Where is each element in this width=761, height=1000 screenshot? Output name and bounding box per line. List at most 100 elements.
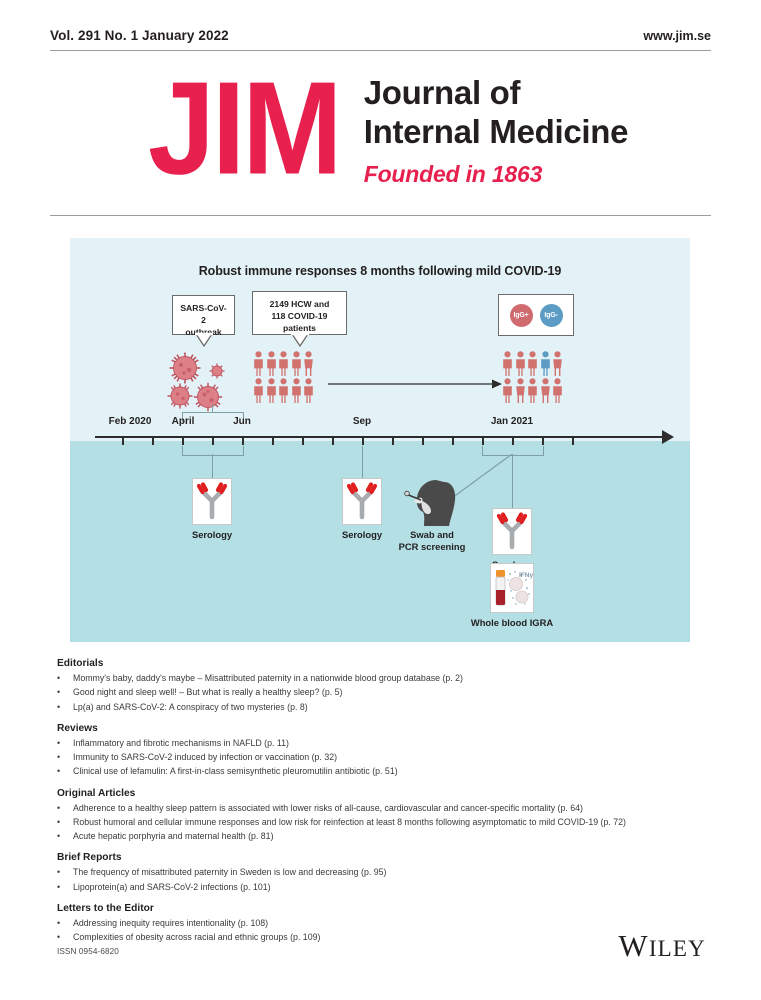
people-group-followup — [502, 351, 563, 403]
toc-item-text: Robust humoral and cellular immune respo… — [73, 816, 626, 827]
igg-negative-badge: IgG- — [539, 303, 563, 327]
person-icon — [528, 351, 537, 376]
figure-lower-band — [70, 441, 690, 642]
toc-item[interactable]: • Mommy's baby, daddy's maybe – Misattri… — [57, 671, 717, 685]
toc-item[interactable]: • Addressing inequity requires intention… — [57, 916, 717, 930]
person-icon — [503, 378, 512, 403]
callout-outbreak-line1: SARS-CoV-2 — [180, 303, 227, 326]
bullet-icon: • — [57, 831, 61, 841]
bullet-icon: • — [57, 932, 61, 942]
toc-item[interactable]: • Adherence to a healthy sleep pattern i… — [57, 801, 717, 815]
people-group-baseline — [253, 351, 314, 403]
axis-tick — [332, 438, 334, 445]
journal-tagline: Founded in 1863 — [363, 160, 543, 187]
toc-item-text: Lipoprotein(a) and SARS-CoV-2 infections… — [73, 881, 271, 892]
toc-item-text: The frequency of misattributed paternity… — [73, 867, 387, 878]
axis-tick — [182, 438, 184, 445]
toc-item-text: Acute hepatic porphyria and maternal hea… — [73, 831, 274, 841]
toc-item-text: Addressing inequity requires intentional… — [73, 917, 269, 928]
bullet-icon: • — [57, 752, 61, 762]
antibody-icon — [346, 482, 378, 520]
journal-title-line2: Internal Medicine — [363, 112, 629, 150]
head-swab-icon — [404, 480, 456, 526]
wiley-logo: WILEY — [618, 928, 706, 964]
journal-title-line1: Journal of — [363, 74, 521, 111]
serology-card-1[interactable] — [192, 478, 232, 525]
toc-item[interactable]: • Acute hepatic porphyria and maternal h… — [57, 829, 717, 843]
person-icon — [291, 351, 301, 376]
person-icon — [515, 378, 525, 403]
toc-item[interactable]: • Good night and sleep well! – But what … — [57, 685, 717, 699]
header-divider — [50, 50, 711, 51]
person-icon-blue — [540, 351, 550, 376]
toc-heading-editorials: Editorials — [57, 658, 104, 669]
toc-item-text: Clinical use of lefamulin: A first-in-cl… — [73, 766, 398, 777]
masthead-top-bar: Vol. 291 No. 1 January 2022 www.jim.se — [50, 28, 711, 43]
swab-connector-line — [452, 454, 513, 499]
bullet-icon: • — [57, 816, 61, 827]
figure-title: Robust immune responses 8 months followi… — [198, 264, 562, 278]
axis-label-feb-2020: Feb 2020 — [108, 416, 152, 427]
toc-item[interactable]: • Robust humoral and cellular immune res… — [57, 815, 717, 829]
axis-label-jun: Jun — [233, 416, 251, 427]
people-row — [253, 378, 314, 403]
axis-tick — [452, 438, 454, 445]
toc-heading-brief-reports: Brief Reports — [57, 852, 122, 864]
callout-cohort: 2149 HCW and 118 COVID-19 patients — [252, 291, 347, 348]
igra-caption: Whole blood IGRA — [470, 617, 554, 628]
issue-line: Vol. 291 No. 1 January 2022 — [50, 28, 229, 43]
serology-card-2[interactable] — [342, 478, 382, 525]
serology-caption-2: Serology — [341, 529, 383, 540]
followup-arrow-icon — [328, 379, 502, 389]
igra-card[interactable]: IFNγ — [490, 563, 534, 613]
callout-tail-icon — [194, 332, 213, 348]
issn-number: ISSN 0954-6820 — [57, 947, 119, 956]
axis-tick — [392, 438, 394, 445]
toc-item[interactable]: • Inflammatory and fibrotic mechanisms i… — [57, 736, 717, 750]
axis-tick — [362, 438, 364, 445]
bullet-icon: • — [57, 701, 61, 712]
person-icon — [540, 378, 550, 403]
toc-item[interactable]: • Lp(a) and SARS-CoV-2: A conspiracy of … — [57, 700, 717, 714]
swab-pcr-icon-wrap[interactable] — [404, 476, 460, 528]
serology-caption-1: Serology — [191, 529, 233, 540]
wiley-logo-rest: ILEY — [648, 936, 706, 961]
callout-cohort-line1: 2149 HCW and — [269, 299, 330, 309]
axis-label-jan-2021: Jan 2021 — [490, 416, 534, 427]
igg-positive-badge: IgG+ — [509, 303, 533, 327]
igg-legend-box: IgG+ IgG- — [498, 294, 574, 336]
bullet-icon: • — [57, 917, 61, 928]
serology-card-3[interactable] — [492, 508, 532, 555]
toc-item-text: Good night and sleep well! – But what is… — [73, 687, 343, 698]
toc-item-text: Lp(a) and SARS-CoV-2: A conspiracy of tw… — [73, 701, 308, 712]
person-icon — [254, 351, 263, 376]
bullet-icon: • — [57, 766, 61, 777]
toc-item[interactable]: • Immunity to SARS-CoV-2 induced by infe… — [57, 750, 717, 764]
axis-label-sep: Sep — [352, 416, 372, 427]
bullet-icon: • — [57, 881, 61, 892]
toc-item[interactable]: • Complexities of obesity across racial … — [57, 930, 717, 944]
bullet-icon: • — [57, 802, 61, 813]
swab-pcr-caption-line1: Swab and — [410, 529, 454, 540]
bracket-stem — [211, 454, 213, 478]
people-row — [502, 351, 563, 376]
blood-tube-icon: IFNγ — [495, 570, 533, 606]
journal-website[interactable]: www.jim.se — [643, 29, 711, 43]
person-icon — [304, 378, 313, 403]
toc-item[interactable]: • The frequency of misattributed paterni… — [57, 865, 717, 879]
toc-item[interactable]: • Lipoprotein(a) and SARS-CoV-2 infectio… — [57, 880, 717, 894]
timeline-axis — [95, 436, 665, 439]
journal-masthead: JIM Journal of Internal Medicine Founded… — [148, 63, 629, 195]
person-icon — [279, 351, 288, 376]
axis-tick — [152, 438, 154, 445]
sars-cov-2-virus-icon — [167, 352, 225, 412]
callout-outbreak: SARS-CoV-2 outbreak — [172, 295, 235, 348]
swab-pcr-caption-line2: PCR screening — [398, 540, 466, 552]
sep-stem — [362, 446, 364, 478]
bullet-icon: • — [57, 673, 61, 683]
toc-item[interactable]: • Clinical use of lefamulin: A first-in-… — [57, 764, 717, 778]
toc-item-text: Complexities of obesity across racial an… — [73, 932, 321, 942]
bullet-icon: • — [57, 737, 61, 748]
bracket-jan-2021 — [482, 446, 544, 456]
virus-cluster — [166, 351, 234, 413]
